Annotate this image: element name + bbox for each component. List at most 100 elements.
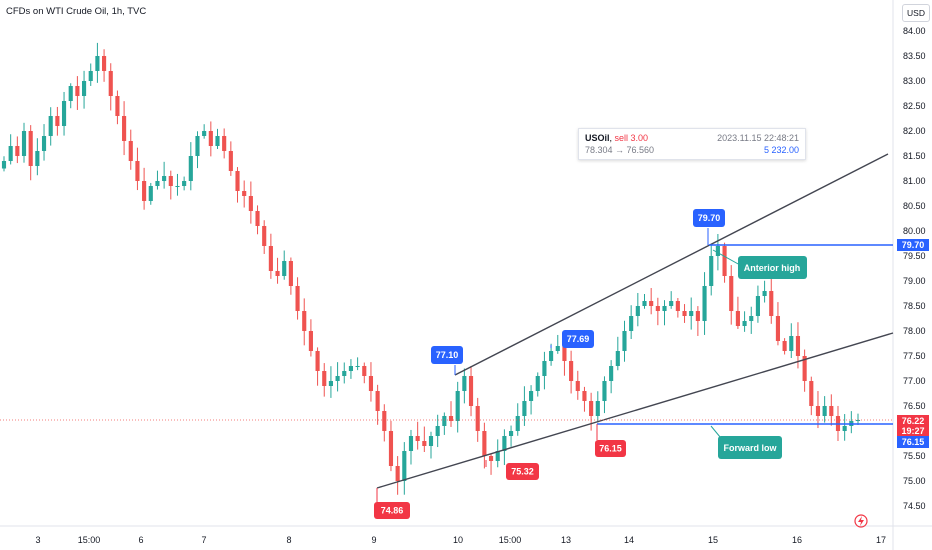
candle-body [695,311,700,321]
label-high-3-box [693,209,725,227]
x-tick-label: 8 [286,535,291,545]
y-tick-label: 77.50 [903,351,926,361]
candle-body [468,376,474,406]
candle-body [709,256,714,286]
candle-body [789,336,794,351]
candle-body [122,116,127,141]
callout-high-label: Anterior high [744,263,801,273]
x-tick-label: 16 [792,535,802,545]
x-tick-label: 3 [35,535,40,545]
x-tick-label: 6 [138,535,143,545]
candle-body [41,136,47,151]
callout-low-label: Forward low [723,443,777,453]
candle-body [669,301,674,306]
candle-body [415,436,420,441]
y-tick-label: 78.50 [903,301,926,311]
candle-body [215,136,220,146]
candle-body [308,331,313,351]
x-tick-label: 17 [876,535,886,545]
trade-side: sell 3.00 [614,133,649,143]
candle-body [809,381,814,406]
candle-body [235,171,240,191]
candle-body [402,451,407,481]
candle-body [542,361,547,376]
lightning-icon [854,514,868,528]
candle-body [61,101,67,126]
y-tick-label: 76.50 [903,401,926,411]
candle-body [222,136,227,151]
x-tick-label: 14 [624,535,634,545]
x-tick-label: 10 [453,535,463,545]
trade-prices: 78.304 → 76.560 [585,145,655,155]
lower-trendline [376,332,894,489]
label-low-2-box [506,463,539,480]
candle-body [168,176,173,186]
y-tick-label: 75.00 [903,476,926,486]
candle-body [368,376,374,391]
x-tick-label: 15 [708,535,718,545]
candle-body [662,306,667,311]
chart-title: CFDs on WTI Crude Oil, 1h, TVC [6,6,147,17]
candle-body [202,131,207,136]
candle-body [35,151,40,166]
candle-body [68,86,73,101]
candle-body [575,381,580,391]
label-high-1: 77.10 [436,350,459,360]
candle-body [395,466,400,481]
candle-body [388,431,394,466]
x-tick-label: 13 [561,535,571,545]
label-high-3: 79.70 [698,213,721,223]
candle-body [569,361,574,381]
label-low-2: 75.32 [511,467,534,477]
candle-body [115,96,120,116]
label-low-3-box [595,440,626,457]
candle-body [335,376,340,381]
candle-body [228,151,233,171]
candle-body [81,81,87,96]
candle-body [408,436,414,451]
candle-body [482,431,487,456]
trade-symbol: USOil [585,133,610,143]
y-tick-label: 80.50 [903,201,926,211]
label-high-2: 77.69 [567,334,590,344]
candle-body [822,406,827,416]
candle-body [675,301,680,311]
candle-body [28,131,33,166]
y-tick-label: 80.00 [903,226,926,236]
axis-label-low-box [897,436,929,448]
candle-body [135,161,140,181]
candle-body [1,161,7,169]
candle-body [375,391,380,411]
callout-high-box [738,256,807,279]
candle-body [442,416,447,426]
label-low-1: 74.86 [381,506,404,516]
y-tick-label: 79.00 [903,276,926,286]
candle-body [148,186,153,201]
candle-body [589,401,594,416]
y-tick-label: 78.00 [903,326,926,336]
candle-body [802,356,807,381]
currency-button[interactable]: USD [902,4,930,22]
candle-body [55,116,60,126]
candle-body [21,131,27,156]
candle-body [288,261,293,286]
lightning-bolt-icon [858,516,864,526]
candle-body [142,181,147,201]
candle-body [502,436,507,451]
axis-label-countdown: 19:27 [901,426,924,436]
candle-body [262,226,267,246]
candle-body [382,411,387,431]
candle-body [462,376,467,391]
candle-body [749,316,754,321]
candle-body [635,306,640,316]
candle-body [295,286,300,311]
candle-body [762,291,767,296]
candle-body [782,341,787,351]
candle-body [162,176,167,181]
candle-body [322,371,327,386]
candle-body [268,246,273,271]
candle-body [155,181,160,186]
label-high-1-box [431,346,463,364]
trade-volume: 5 232.00 [763,145,799,155]
